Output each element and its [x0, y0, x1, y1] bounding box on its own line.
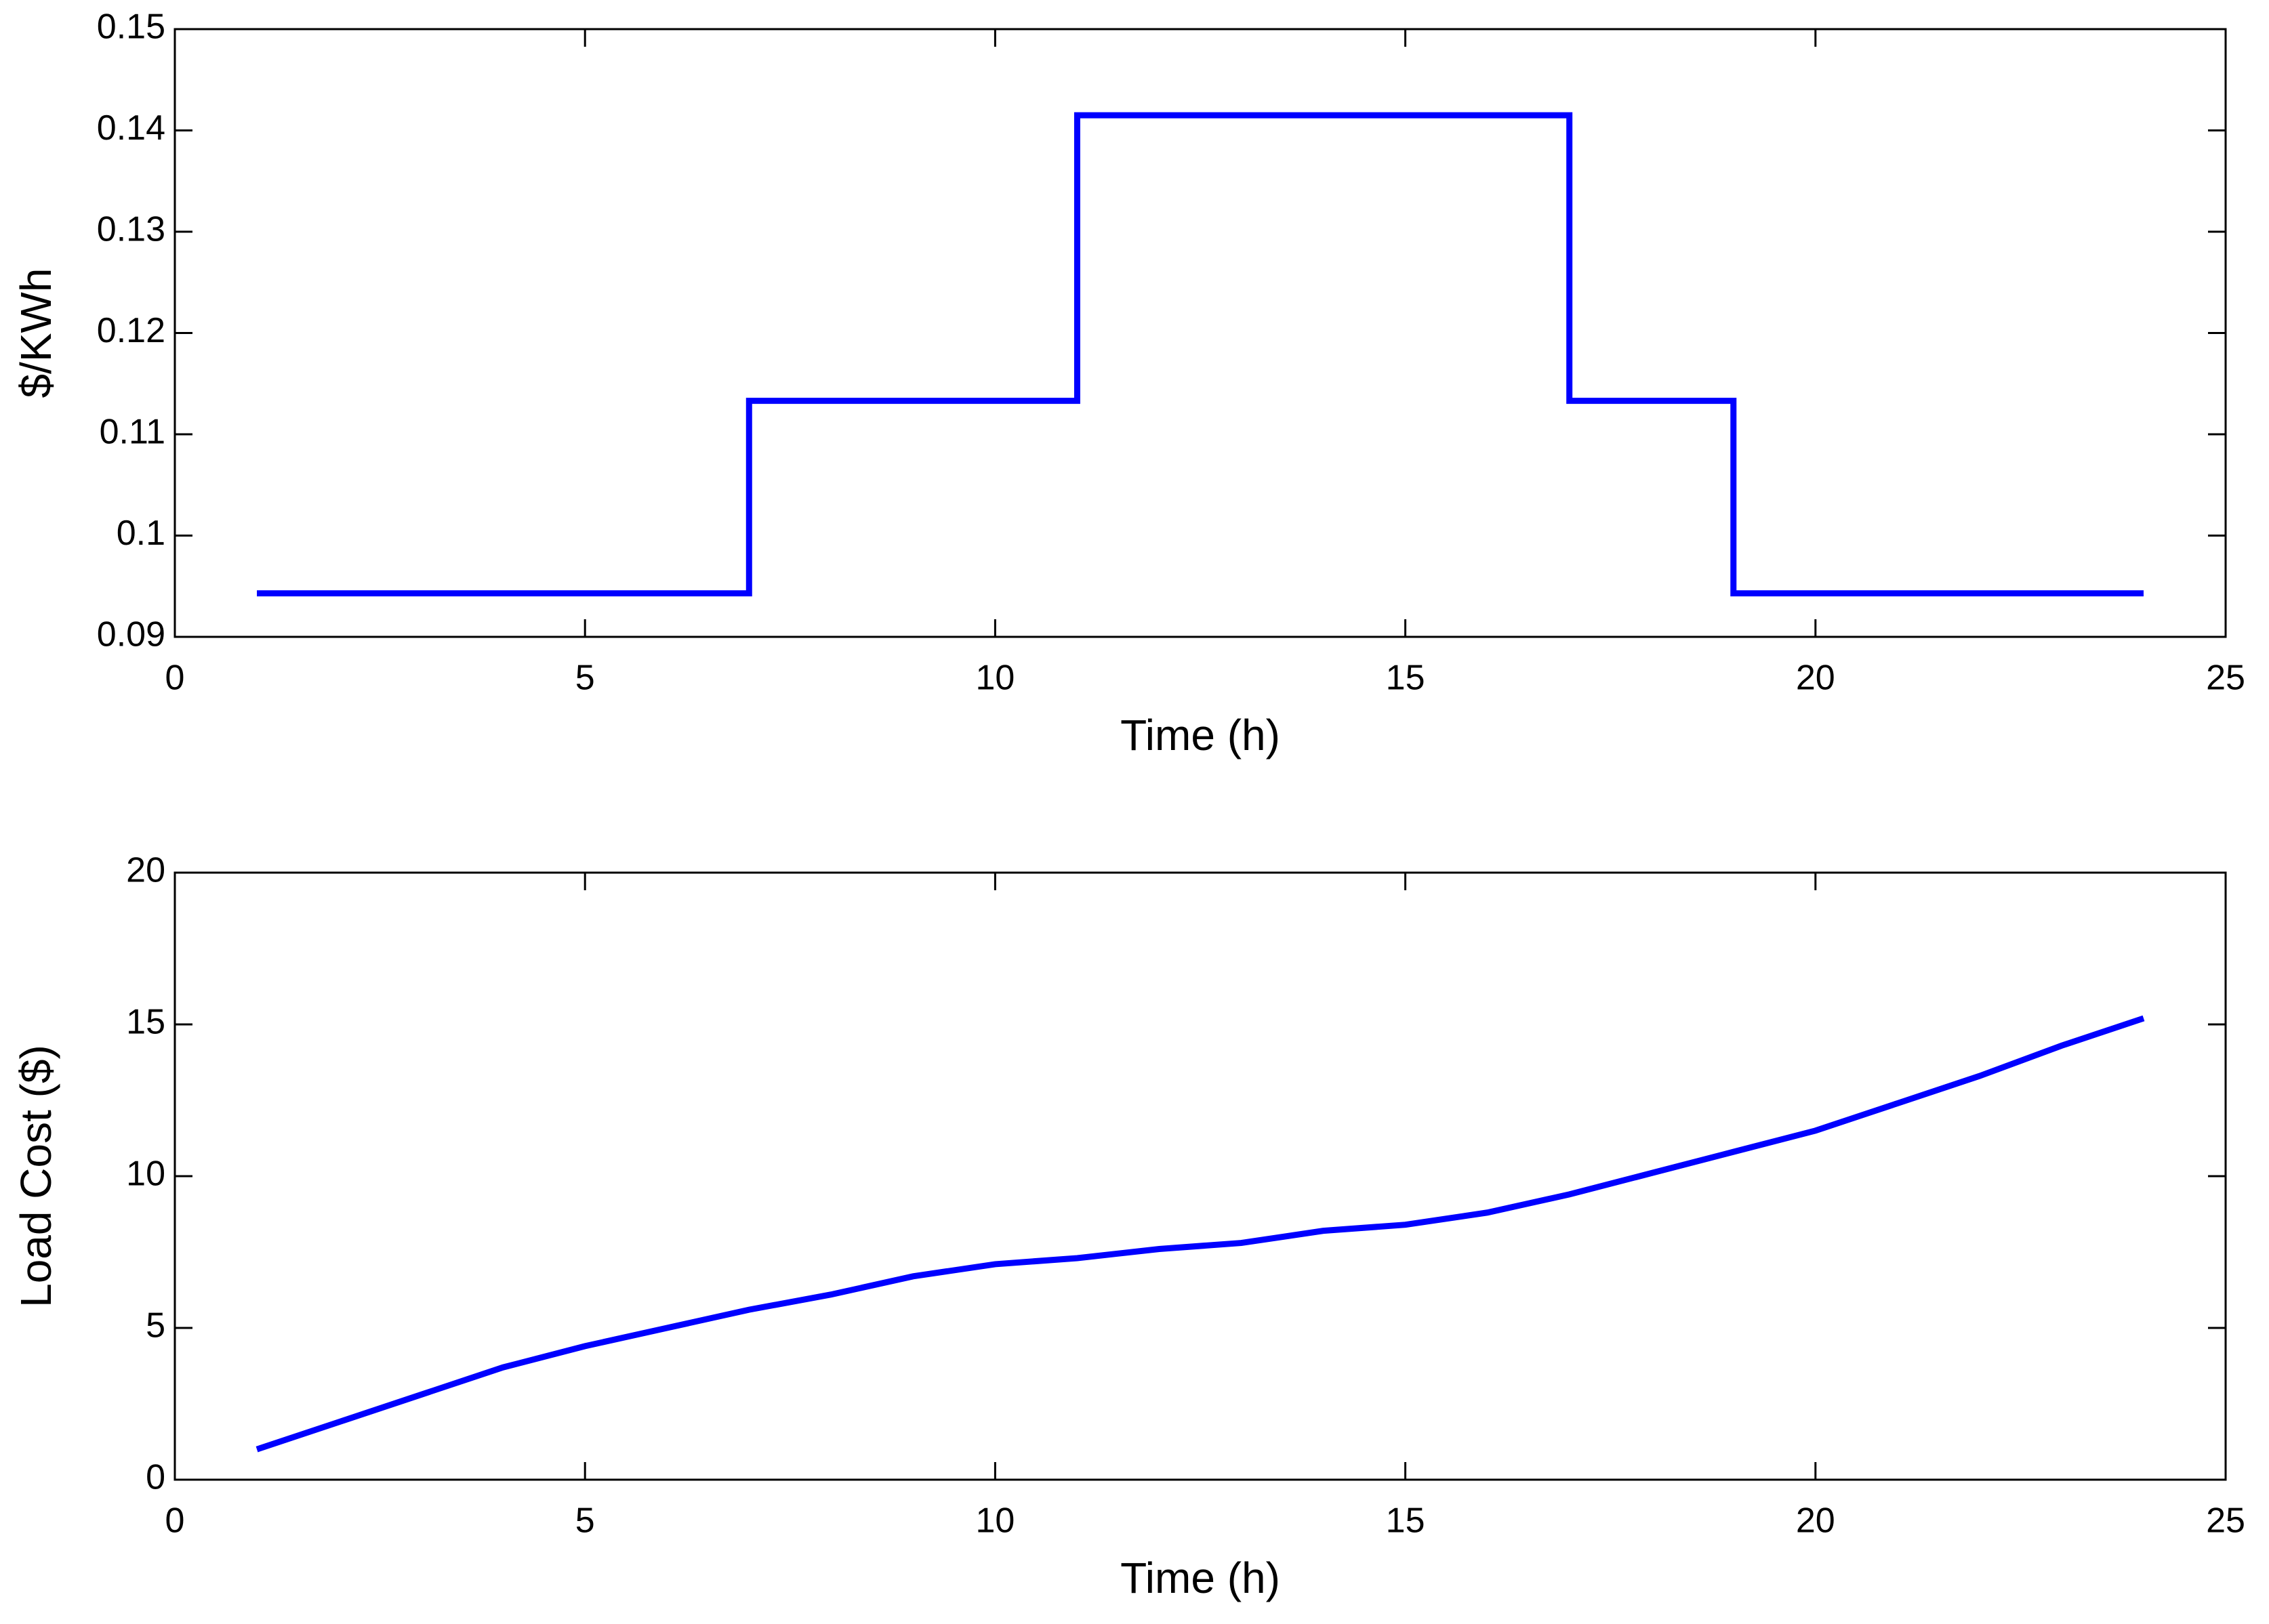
y-tick-label: 0.15 [97, 7, 165, 47]
line-series [255, 1015, 2145, 1453]
y-tick-label: 15 [126, 1003, 165, 1042]
y-axis-label: $/KWh [12, 268, 60, 398]
x-tick-label: 10 [975, 1501, 1015, 1541]
y-tick-label: 0 [146, 1458, 165, 1497]
y-axis-label: Load Cost ($) [12, 1045, 60, 1308]
line-series [257, 112, 2144, 597]
x-tick-label: 0 [165, 1501, 185, 1541]
x-tick-label: 25 [2206, 1501, 2245, 1541]
y-tick-label: 0.1 [117, 514, 165, 553]
x-tick-label: 15 [1386, 659, 1425, 698]
x-tick-label: 10 [975, 659, 1015, 698]
y-tick-label: 0.11 [100, 413, 165, 452]
x-tick-label: 15 [1386, 1501, 1425, 1541]
x-tick-label: 20 [1796, 1501, 1835, 1541]
x-tick-label: 5 [575, 659, 595, 698]
plot-frame [173, 871, 2227, 1481]
x-tick-label: 0 [165, 659, 185, 698]
plot-frame [173, 28, 2227, 638]
x-tick-label: 5 [575, 1501, 595, 1541]
y-tick-label: 0.13 [97, 210, 165, 249]
y-tick-label: 0.09 [97, 615, 165, 654]
y-tick-label: 20 [126, 851, 165, 890]
x-axis-label: Time (h) [1120, 1554, 1280, 1602]
x-axis-label: Time (h) [1120, 711, 1280, 759]
y-tick-label: 10 [126, 1154, 165, 1194]
y-tick-label: 0.12 [97, 311, 165, 350]
y-tick-label: 0.14 [97, 108, 165, 148]
x-tick-label: 25 [2206, 659, 2245, 698]
x-tick-label: 20 [1796, 659, 1835, 698]
y-tick-label: 5 [146, 1306, 165, 1346]
